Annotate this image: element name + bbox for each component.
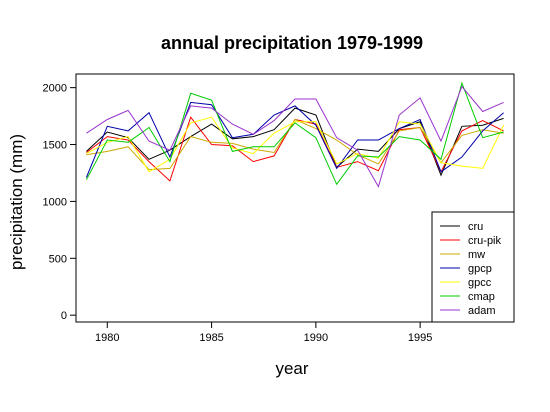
x-tick-label: 1985 [199, 332, 223, 344]
legend-label-gpcp: gpcp [468, 263, 492, 275]
y-tick-label: 0 [61, 310, 67, 322]
y-tick-label: 2000 [43, 83, 67, 95]
y-axis-label: precipitation (mm) [7, 134, 26, 270]
axes: 1980 1985 1990 1995 0 500 1000 1500 2000 [43, 83, 433, 344]
series-line-cmap [85, 81, 504, 186]
x-axis-label: year [275, 359, 308, 378]
legend-label-cmap: cmap [468, 291, 495, 303]
series-line-gpcp [85, 101, 504, 178]
x-tick-label: 1990 [304, 332, 328, 344]
legend-label-mw: mw [468, 249, 485, 261]
series-lines [85, 81, 505, 188]
legend-box [431, 211, 515, 323]
chart-title: annual precipitation 1979-1999 [161, 33, 423, 53]
series-line-mw [86, 118, 504, 171]
legend-label-adam: adam [468, 305, 496, 317]
legend-label-gpcc: gpcc [468, 277, 492, 289]
x-tick-label: 1980 [95, 332, 119, 344]
legend-label-cru-pik: cru-pik [468, 235, 502, 247]
legend: cru cru-pik mw gpcp gpcc cmap adam [431, 211, 515, 323]
legend-label-cru: cru [468, 221, 483, 233]
plot-frame [75, 73, 515, 323]
x-tick-label: 1995 [408, 332, 432, 344]
series-line-gpcc [86, 116, 505, 173]
y-tick-label: 1000 [43, 196, 67, 208]
y-tick-label: 500 [49, 253, 67, 265]
y-tick-label: 1500 [43, 140, 67, 152]
series-line-adam [86, 85, 504, 188]
